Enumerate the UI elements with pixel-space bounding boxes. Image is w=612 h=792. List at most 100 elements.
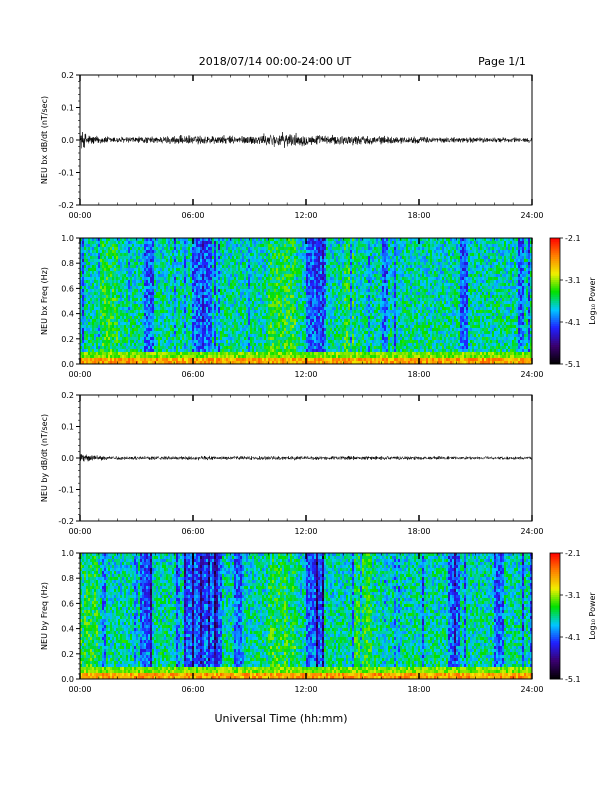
bx-spectrogram-cell: [104, 262, 106, 265]
bx-spectrogram-cell: [100, 250, 102, 253]
bx-spectrogram-cell: [312, 277, 314, 280]
bx-spectrogram-cell: [296, 277, 298, 280]
bx-spectrogram-cell: [118, 259, 120, 262]
bx-spectrogram-cell: [522, 298, 524, 301]
bx-spectrogram-cell: [410, 262, 412, 265]
bx-spectrogram-cell: [420, 238, 422, 241]
bx-spectrogram-cell: [470, 253, 472, 256]
bx-spectrogram-cell: [358, 295, 360, 298]
bx-spectrogram-cell: [132, 265, 134, 268]
bx-spectrogram-cell: [430, 271, 432, 274]
bx-spectrogram-cell: [528, 250, 530, 253]
bx-spectrogram-cell: [150, 283, 152, 286]
bx-spectrogram-cell: [368, 289, 370, 292]
bx-spectrogram-cell: [466, 274, 468, 277]
bx-spectrogram-cell: [88, 259, 90, 262]
bx-spectrogram-cell: [140, 292, 142, 295]
bx-spectrogram-cell: [96, 241, 98, 244]
bx-spectrogram-cell: [342, 247, 344, 250]
bx-spectrogram-cell: [412, 283, 414, 286]
bx-spectrogram-cell: [528, 283, 530, 286]
bx-spectrogram-cell: [260, 238, 262, 241]
bx-spectrogram-cell: [426, 280, 428, 283]
bx-spectrogram-cell: [526, 256, 528, 259]
bx-spectrogram-cell: [436, 274, 438, 277]
bx-spectrogram-cell: [94, 265, 96, 268]
bx-spectrogram-cell: [324, 259, 326, 262]
bx-spectrogram-cell: [468, 244, 470, 247]
bx-spectrogram-cell: [464, 262, 466, 265]
bx-spectrogram-cell: [154, 298, 156, 301]
bx-spectrogram-cell: [130, 277, 132, 280]
bx-spectrogram-cell: [136, 298, 138, 301]
bx-spectrogram-cell: [436, 286, 438, 289]
bx-spectrogram-cell: [126, 292, 128, 295]
bx-spectrogram-cell: [196, 271, 198, 274]
bx-spectrogram-cell: [292, 268, 294, 271]
bx-dbdt-xtick-label: 24:00: [520, 211, 543, 220]
bx-spectrogram-cell: [138, 241, 140, 244]
bx-spectrogram-cell: [520, 274, 522, 277]
bx-spectrogram-cell: [372, 298, 374, 301]
bx-spectrogram-cell: [504, 277, 506, 280]
bx-spectrogram-cell: [436, 289, 438, 292]
bx-spectrogram-cell: [286, 280, 288, 283]
bx-spectrogram-cell: [102, 283, 104, 286]
bx-spectrogram-cell: [246, 301, 248, 304]
bx-spectrogram-cell: [494, 277, 496, 280]
bx-spectrogram-cell: [166, 283, 168, 286]
bx-spectrogram-cell: [290, 241, 292, 244]
bx-spectrogram-cell: [154, 241, 156, 244]
bx-spectrogram-cell: [332, 259, 334, 262]
bx-spectrogram-cell: [246, 253, 248, 256]
bx-spectrogram-cell: [164, 250, 166, 253]
bx-spectrogram-cell: [270, 259, 272, 262]
bx-spectrogram-cell: [520, 289, 522, 292]
bx-spectrogram-cell: [134, 286, 136, 289]
bx-spectrogram-cell: [422, 241, 424, 244]
bx-spectrogram-cell: [488, 244, 490, 247]
bx-spectrogram-cell: [120, 241, 122, 244]
bx-spectrogram-cell: [376, 295, 378, 298]
bx-spectrogram-cell: [234, 253, 236, 256]
bx-spectrogram-cell: [228, 253, 230, 256]
bx-spectrogram-cell: [348, 241, 350, 244]
bx-spectrogram-cell: [272, 277, 274, 280]
bx-spectrogram-cell: [176, 280, 178, 283]
bx-spectrogram-cell: [482, 244, 484, 247]
bx-spectrogram-cell: [524, 292, 526, 295]
bx-spectrogram-cell: [476, 271, 478, 274]
bx-spectrogram-cell: [168, 256, 170, 259]
bx-spectrogram-cell: [346, 241, 348, 244]
bx-spectrogram-cell: [246, 247, 248, 250]
bx-spectrogram-cell: [82, 295, 84, 298]
bx-spectrogram-cell: [150, 274, 152, 277]
bx-spectrogram-cell: [354, 241, 356, 244]
bx-spectrogram-cell: [380, 271, 382, 274]
bx-spectrogram-cell: [386, 265, 388, 268]
bx-spectrogram-cell: [260, 268, 262, 271]
bx-spectrogram-cell: [528, 295, 530, 298]
bx-spectrogram-cell: [522, 241, 524, 244]
bx-spectrogram-cell: [126, 286, 128, 289]
bx-spectrogram-cell: [338, 238, 340, 241]
bx-spectrogram-cell: [510, 280, 512, 283]
bx-spectrogram-cell: [490, 286, 492, 289]
bx-spectrogram-cell: [464, 292, 466, 295]
bx-spectrogram-cell: [204, 238, 206, 241]
bx-spectrogram-cell: [372, 283, 374, 286]
bx-spectrogram-cell: [204, 244, 206, 247]
bx-spectrogram-cell: [244, 298, 246, 301]
bx-spectrogram-cell: [108, 265, 110, 268]
bx-spectrogram-cell: [162, 247, 164, 250]
bx-spectrogram-cell: [190, 286, 192, 289]
bx-spectrogram-cell: [82, 259, 84, 262]
bx-spectrogram-cell: [370, 298, 372, 301]
bx-spectrogram-cell: [484, 268, 486, 271]
bx-spectrogram-cell: [140, 244, 142, 247]
bx-spectrogram-cell: [320, 286, 322, 289]
bx-spectrogram-cell: [506, 250, 508, 253]
bx-spectrogram-cell: [226, 265, 228, 268]
bx-spectrogram-cell: [380, 253, 382, 256]
bx-spectrogram-cell: [82, 277, 84, 280]
